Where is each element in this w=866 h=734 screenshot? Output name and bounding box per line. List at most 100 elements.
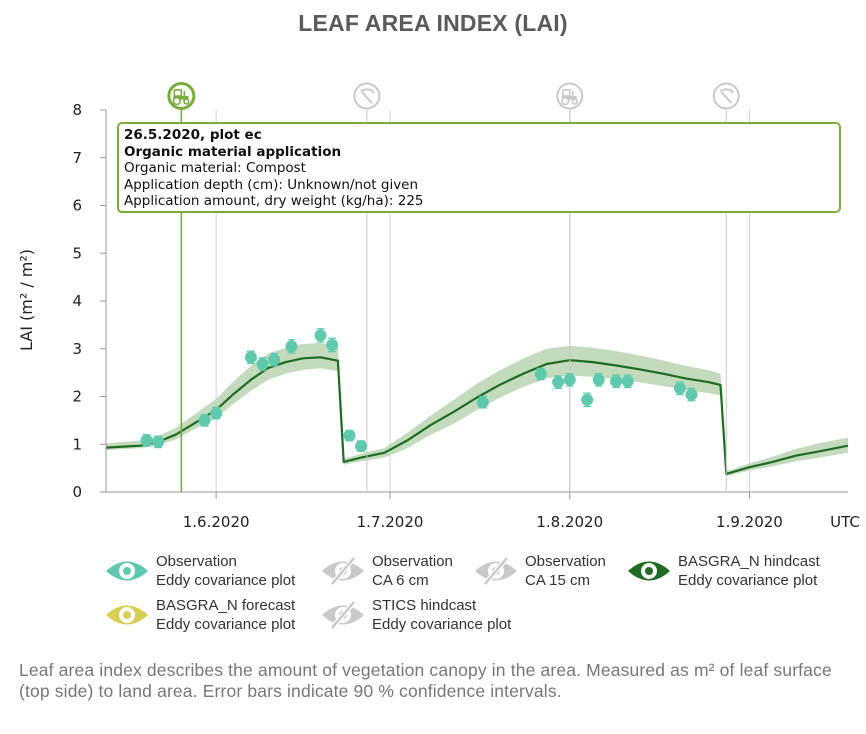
legend-basgra-forecast[interactable]: BASGRA_N forecast Eddy covariance plot	[104, 596, 295, 634]
observation-point	[563, 372, 576, 387]
observation-marker	[685, 388, 698, 401]
tractor-icon	[167, 82, 196, 110]
observation-marker	[563, 373, 576, 386]
observation-point	[592, 372, 605, 387]
observation-point	[256, 357, 269, 371]
observation-marker	[198, 414, 211, 427]
legend-sublabel: Eddy covariance plot	[156, 616, 296, 633]
observation-marker	[534, 368, 547, 381]
observation-marker	[210, 407, 223, 420]
legend-observation-ec[interactable]: Observation Eddy covariance plot	[104, 552, 295, 590]
tooltip-event-type: Organic material application	[124, 143, 342, 160]
observation-point	[210, 406, 223, 420]
observation-marker	[592, 373, 605, 386]
eye-slash-icon	[322, 556, 364, 586]
lai-chart: LAI (m² / m²) 0 1 2 3 4 5 6 7 8 1.6.2020 1.7.2020 1…	[17, 82, 860, 531]
y-tick-label: 6	[72, 197, 82, 215]
observation-marker	[621, 375, 634, 388]
observation-marker	[355, 440, 368, 453]
observation-points	[140, 328, 698, 453]
legend-sublabel: CA 6 cm	[372, 572, 429, 589]
y-tick-label: 4	[72, 292, 82, 310]
observation-point	[610, 374, 623, 389]
tooltip-depth: Application depth (cm): Unknown/not give…	[124, 176, 419, 193]
legend-sublabel: Eddy covariance plot	[372, 616, 512, 633]
y-tick-label: 7	[72, 149, 82, 167]
y-tick-label: 8	[72, 101, 82, 119]
legend-label: BASGRA_N forecast	[156, 597, 296, 614]
chart-title: LEAF AREA INDEX (LAI)	[298, 10, 568, 36]
observation-marker	[476, 396, 489, 409]
legend-label: Observation	[372, 553, 453, 570]
observation-point	[152, 435, 165, 449]
observation-point	[581, 392, 594, 408]
observation-point	[673, 381, 686, 396]
legend-observation-ca6[interactable]: Observation CA 6 cm	[320, 552, 453, 590]
legend-label: STICS hindcast	[372, 597, 477, 614]
legend-sublabel: Eddy covariance plot	[156, 572, 296, 589]
y-tick-label: 5	[72, 244, 82, 262]
observation-marker	[152, 435, 165, 448]
observation-marker	[552, 376, 565, 389]
observation-point	[552, 375, 565, 389]
events	[167, 82, 740, 492]
observation-point	[685, 387, 698, 402]
scythe-icon	[712, 82, 740, 110]
observation-point	[343, 429, 356, 442]
observation-marker	[314, 329, 327, 342]
observation-marker	[268, 353, 281, 366]
x-tick-label: 1.7.2020	[357, 513, 424, 531]
eye-icon	[628, 561, 670, 581]
observation-point	[140, 434, 153, 447]
legend-label: BASGRA_N hindcast	[678, 553, 820, 570]
y-tick-label: 0	[72, 483, 82, 501]
observation-point	[244, 350, 257, 365]
timezone-label: UTC	[830, 513, 860, 531]
event-tooltip: 26.5.2020, plot ec Organic material appl…	[117, 122, 841, 213]
y-tick-label: 3	[72, 340, 82, 358]
tractor-icon	[556, 82, 584, 110]
eye-icon	[106, 605, 148, 625]
observation-point	[314, 328, 327, 343]
observation-point	[621, 374, 634, 389]
tooltip-date: 26.5.2020, plot ec	[124, 127, 262, 143]
x-tick-label: 1.6.2020	[183, 513, 250, 531]
legend-label: Observation	[525, 553, 606, 570]
eye-icon	[106, 561, 148, 581]
legend-sublabel: Eddy covariance plot	[678, 572, 818, 589]
legend-label: Observation	[156, 553, 237, 570]
observation-point	[268, 352, 281, 367]
scythe-icon	[353, 82, 381, 110]
legend-sublabel: CA 15 cm	[525, 572, 591, 589]
observation-marker	[140, 434, 153, 447]
axes: 0 1 2 3 4 5 6 7 8 1.6.2020 1.7.2020 1.8.2020 1.9.202…	[72, 101, 859, 531]
observation-point	[198, 414, 211, 427]
observation-marker	[610, 375, 623, 388]
tooltip-amount: Application amount, dry weight (kg/ha): …	[124, 193, 424, 209]
eye-slash-icon	[475, 556, 517, 586]
y-axis-label: LAI (m² / m²)	[17, 249, 36, 351]
y-tick-label: 2	[72, 388, 82, 406]
observation-marker	[673, 382, 686, 395]
observation-marker	[326, 338, 339, 351]
eye-slash-icon	[322, 600, 364, 630]
hindcast-band-area	[106, 343, 848, 477]
legend-observation-ca15[interactable]: Observation CA 15 cm	[473, 552, 606, 590]
observation-point	[355, 440, 368, 453]
hindcast-confidence-band	[106, 343, 848, 477]
tooltip-material: Organic material: Compost	[124, 160, 306, 176]
observation-marker	[343, 429, 356, 442]
observation-marker	[581, 393, 594, 406]
legend-basgra-hindcast[interactable]: BASGRA_N hindcast Eddy covariance plot	[626, 552, 820, 590]
observation-point	[326, 337, 339, 353]
observation-marker	[256, 358, 269, 371]
x-tick-label: 1.8.2020	[536, 513, 603, 531]
observation-marker	[285, 340, 298, 353]
observation-marker	[244, 351, 257, 364]
x-tick-label: 1.9.2020	[716, 513, 783, 531]
legend-stics-hindcast[interactable]: STICS hindcast Eddy covariance plot	[320, 596, 511, 634]
observation-point	[285, 339, 298, 354]
y-tick-label: 1	[72, 435, 82, 453]
observation-point	[534, 367, 547, 381]
observation-point	[476, 395, 489, 409]
